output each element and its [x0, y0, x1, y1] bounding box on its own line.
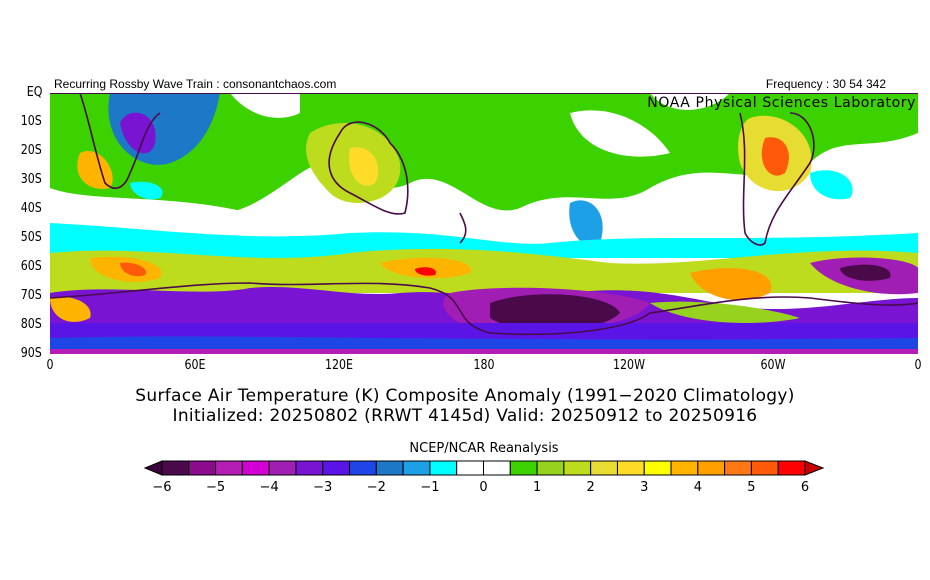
colorbar-swatch — [295, 460, 324, 476]
anomaly-contours-south — [50, 223, 918, 354]
colorbar-label: 1 — [532, 480, 542, 495]
colorbar-label: 4 — [693, 480, 702, 495]
colorbar-swatch — [483, 460, 511, 476]
lat-tick: EQ — [26, 85, 42, 100]
colorbar-swatch — [456, 460, 485, 476]
colorbar-label: −2 — [366, 480, 386, 495]
colorbar-over-triangle — [804, 460, 825, 476]
colorbar-swatch — [643, 460, 672, 476]
lat-tick: 70S — [20, 288, 42, 303]
colorbar-swatch — [161, 460, 190, 476]
colorbar-label: 3 — [640, 480, 649, 495]
map-subtitle: Initialized: 20250802 (RRWT 4145d) Valid… — [172, 406, 758, 426]
lon-tick: 120W — [612, 358, 646, 373]
lat-tick: 80S — [20, 317, 42, 332]
colorbar-swatch — [349, 460, 377, 476]
lat-tick: 60S — [20, 259, 42, 274]
colorbar-under-triangle — [143, 460, 163, 476]
colorbar-swatch — [509, 460, 538, 476]
colorbar-swatch — [590, 460, 618, 476]
lat-tick: 40S — [20, 201, 42, 216]
colorbar-label: 5 — [747, 480, 756, 495]
frequency-label: Frequency : 30 54 342 — [765, 77, 886, 91]
colorbar-swatch — [563, 460, 592, 476]
colorbar-label: 6 — [800, 480, 810, 495]
lon-tick: 60W — [760, 358, 786, 373]
colorbar-label: −3 — [313, 480, 333, 495]
lab-label: NOAA Physical Sciences Laboratory — [647, 95, 916, 111]
colorbar-swatch — [616, 460, 645, 476]
colorbar-label: 2 — [586, 480, 595, 495]
lat-tick: 50S — [20, 230, 42, 245]
map-title: Surface Air Temperature (K) Composite An… — [135, 386, 795, 406]
lat-tick: 30S — [20, 172, 42, 187]
lat-tick: 10S — [20, 114, 42, 129]
colorbar-swatch — [670, 460, 699, 476]
colorbar-swatch — [697, 460, 726, 476]
lat-tick: 20S — [20, 143, 42, 158]
coastlines — [50, 93, 918, 336]
colorbar — [143, 460, 825, 476]
lon-tick: 0 — [914, 358, 922, 373]
colorbar-label: −1 — [420, 480, 440, 495]
colorbar-swatch — [215, 460, 243, 476]
colorbar-swatch — [777, 460, 806, 476]
lat-tick: 90S — [20, 346, 42, 361]
colorbar-label: −6 — [152, 480, 172, 495]
colorbar-swatch — [402, 460, 431, 476]
colorbar-label: −5 — [205, 480, 226, 495]
lon-tick: 0 — [46, 358, 54, 373]
colorbar-swatch — [724, 460, 752, 476]
colorbar-swatch — [750, 460, 779, 476]
colorbar-swatch — [375, 460, 404, 476]
colorbar-swatch — [322, 460, 351, 476]
colorbar-swatch — [241, 460, 270, 476]
source-label: Recurring Rossby Wave Train : consonantc… — [54, 77, 337, 91]
colorbar-title: NCEP/NCAR Reanalysis — [409, 441, 559, 456]
lon-tick: 60E — [184, 358, 206, 373]
colorbar-label: 0 — [479, 480, 488, 495]
lon-tick: 180 — [473, 358, 495, 373]
temperature-anomaly-map — [50, 93, 918, 354]
colorbar-swatch — [188, 460, 217, 476]
colorbar-swatch — [268, 460, 297, 476]
anomaly-contours-north — [50, 93, 918, 246]
colorbar-swatch — [429, 460, 458, 476]
colorbar-label: −4 — [259, 480, 279, 495]
lon-tick: 120E — [324, 358, 354, 373]
colorbar-swatch — [536, 460, 565, 476]
